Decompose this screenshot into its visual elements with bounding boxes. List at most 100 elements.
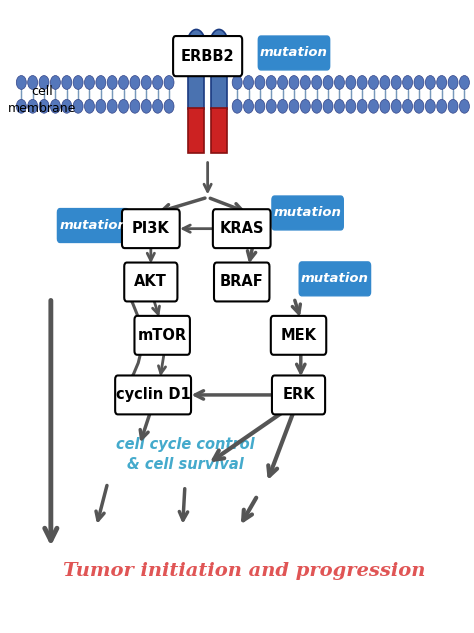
Circle shape	[459, 75, 469, 89]
Circle shape	[335, 75, 345, 89]
Circle shape	[368, 75, 379, 89]
Circle shape	[368, 99, 379, 113]
Text: MEK: MEK	[281, 328, 317, 343]
Circle shape	[164, 75, 174, 89]
Circle shape	[323, 75, 333, 89]
Circle shape	[402, 75, 412, 89]
Ellipse shape	[187, 30, 206, 64]
Circle shape	[130, 75, 140, 89]
Circle shape	[164, 99, 174, 113]
Circle shape	[278, 99, 288, 113]
Circle shape	[141, 99, 151, 113]
FancyBboxPatch shape	[214, 263, 269, 301]
Bar	[211, 63, 227, 110]
Text: mutation: mutation	[59, 219, 127, 232]
Text: Tumor initiation and progression: Tumor initiation and progression	[63, 561, 425, 580]
Circle shape	[289, 99, 299, 113]
Circle shape	[27, 99, 37, 113]
Circle shape	[391, 99, 401, 113]
Circle shape	[84, 75, 94, 89]
Circle shape	[380, 75, 390, 89]
Circle shape	[255, 99, 265, 113]
Circle shape	[96, 99, 106, 113]
FancyBboxPatch shape	[135, 316, 190, 354]
Circle shape	[50, 75, 60, 89]
Circle shape	[118, 75, 128, 89]
Circle shape	[39, 99, 49, 113]
Bar	[188, 63, 204, 110]
Circle shape	[357, 75, 367, 89]
Circle shape	[346, 99, 356, 113]
FancyBboxPatch shape	[122, 210, 180, 248]
Circle shape	[346, 75, 356, 89]
Circle shape	[27, 75, 37, 89]
Circle shape	[357, 99, 367, 113]
Circle shape	[301, 75, 310, 89]
Text: BRAF: BRAF	[220, 275, 264, 289]
Text: ERBB2: ERBB2	[181, 49, 235, 63]
Circle shape	[84, 99, 94, 113]
Circle shape	[232, 99, 242, 113]
Text: mutation: mutation	[301, 272, 369, 285]
Circle shape	[448, 99, 458, 113]
Circle shape	[391, 75, 401, 89]
Text: PI3K: PI3K	[132, 221, 170, 236]
Circle shape	[312, 75, 322, 89]
FancyBboxPatch shape	[124, 263, 177, 301]
Circle shape	[414, 99, 424, 113]
Circle shape	[62, 99, 72, 113]
Circle shape	[62, 75, 72, 89]
Circle shape	[153, 99, 163, 113]
Circle shape	[448, 75, 458, 89]
Circle shape	[16, 75, 26, 89]
Text: KRAS: KRAS	[219, 221, 264, 236]
FancyBboxPatch shape	[272, 196, 343, 230]
Circle shape	[141, 75, 151, 89]
Circle shape	[278, 75, 288, 89]
Circle shape	[301, 99, 310, 113]
FancyBboxPatch shape	[272, 375, 325, 415]
Circle shape	[255, 75, 265, 89]
Circle shape	[244, 75, 254, 89]
FancyBboxPatch shape	[258, 36, 329, 70]
Circle shape	[289, 75, 299, 89]
Circle shape	[414, 75, 424, 89]
Circle shape	[73, 99, 83, 113]
Circle shape	[118, 99, 128, 113]
Circle shape	[232, 75, 242, 89]
Circle shape	[130, 99, 140, 113]
Circle shape	[39, 75, 49, 89]
Circle shape	[335, 99, 345, 113]
FancyBboxPatch shape	[299, 262, 371, 296]
Circle shape	[107, 75, 117, 89]
FancyBboxPatch shape	[213, 210, 271, 248]
Circle shape	[50, 99, 60, 113]
Circle shape	[73, 75, 83, 89]
Text: AKT: AKT	[135, 275, 167, 289]
Circle shape	[96, 75, 106, 89]
Text: mutation: mutation	[273, 206, 342, 220]
Circle shape	[153, 75, 163, 89]
Circle shape	[323, 99, 333, 113]
Circle shape	[16, 99, 26, 113]
FancyBboxPatch shape	[57, 209, 129, 242]
Bar	[188, 108, 204, 153]
Text: cell
membrane: cell membrane	[8, 85, 76, 115]
Circle shape	[312, 99, 322, 113]
Text: cell cycle control
& cell survival: cell cycle control & cell survival	[116, 437, 254, 472]
FancyBboxPatch shape	[173, 36, 242, 76]
Circle shape	[425, 99, 435, 113]
Text: cyclin D1: cyclin D1	[116, 387, 191, 403]
Circle shape	[437, 75, 447, 89]
Circle shape	[402, 99, 412, 113]
Circle shape	[244, 99, 254, 113]
Circle shape	[266, 75, 276, 89]
Circle shape	[425, 75, 435, 89]
FancyBboxPatch shape	[115, 375, 191, 415]
Circle shape	[380, 99, 390, 113]
Circle shape	[107, 99, 117, 113]
Circle shape	[437, 99, 447, 113]
Circle shape	[266, 99, 276, 113]
FancyBboxPatch shape	[271, 316, 326, 354]
Bar	[211, 108, 227, 153]
